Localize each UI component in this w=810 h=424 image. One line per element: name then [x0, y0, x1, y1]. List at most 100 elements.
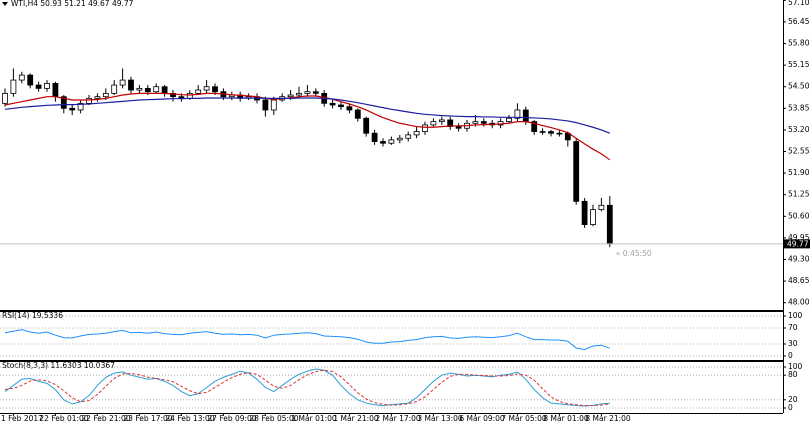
y-tick-label: 48.65 [788, 276, 810, 285]
x-tick-label: 8 Mar 01:00 [543, 414, 589, 423]
chart-title: WTI,H4 50.93 51.21 49.67 49.77 [11, 0, 134, 8]
candle-body [396, 137, 403, 141]
x-tick-label: 23 Feb 17:00 [123, 414, 172, 423]
x-tick-label: 8 Mar 21:00 [585, 414, 631, 423]
x-tick-label: 28 Feb 05:00 [249, 414, 298, 423]
candle-body [388, 139, 395, 144]
candle-body [153, 86, 160, 93]
y-tick-label: 54.50 [788, 82, 810, 91]
candle-body [27, 74, 34, 86]
y-tick-label: 20 [788, 395, 798, 404]
x-tick-label: 6 Mar 09:00 [459, 414, 505, 423]
y-tick-label: 55.15 [788, 60, 810, 69]
candle-body [371, 132, 378, 142]
candle-body [405, 134, 412, 139]
bar-timer: « 0:45:50 [616, 249, 652, 258]
candle-body [161, 86, 168, 94]
candle-body [522, 109, 529, 123]
y-tick-label: 100 [788, 311, 803, 320]
candle-body [556, 132, 563, 135]
x-tick-label: 1 Mar 21:00 [333, 414, 379, 423]
candle-body [186, 92, 193, 99]
candle-body [447, 119, 454, 127]
candle-body [581, 200, 588, 226]
y-tick-label: 0 [788, 403, 793, 412]
indicator-line [4, 329, 610, 351]
x-tick-label: 27 Feb 09:00 [207, 414, 256, 423]
moving-average [4, 92, 611, 161]
indicator-title: RSI(14) 19.5336 [2, 311, 63, 320]
candle-body [430, 121, 437, 126]
candle-body [606, 204, 613, 245]
indicator-title: Stoch(8,3,3) 11.6303 10.0367 [2, 361, 115, 370]
moving-average [4, 97, 611, 134]
candle-body [52, 82, 59, 98]
candle-body [573, 141, 580, 202]
x-tick-label: 2 Mar 17:00 [375, 414, 421, 423]
y-tick-label: 53.85 [788, 103, 810, 112]
candle-body [94, 96, 101, 99]
indicator-line [4, 369, 610, 407]
y-tick-label: 80 [788, 370, 798, 379]
candle-body [18, 74, 25, 81]
candle-body [296, 92, 302, 96]
candle-body [144, 87, 151, 93]
candle-body [531, 121, 538, 132]
x-tick-label: 22 Feb 21:00 [81, 414, 130, 423]
menu-icon [2, 2, 8, 6]
candle-body [203, 86, 210, 91]
y-tick-label: 48.00 [788, 298, 810, 307]
candle-body [598, 204, 605, 211]
y-tick-label: 52.55 [788, 147, 810, 156]
candle-body [438, 119, 445, 123]
y-tick-label: 53.20 [788, 125, 810, 134]
x-tick-label: 7 Mar 05:00 [501, 414, 547, 423]
candle-body [380, 141, 386, 144]
x-tick-label: 1 Mar 01:00 [291, 414, 337, 423]
candle-body [195, 89, 202, 94]
last-price-label: 49.77 [787, 239, 809, 248]
x-tick-label: 22 Feb 01:00 [39, 414, 88, 423]
y-tick-label: 49.95 [788, 233, 810, 242]
candle-body [590, 209, 596, 226]
candle-body [455, 126, 462, 129]
y-tick-label: 57.10 [788, 0, 810, 7]
last-price-box [784, 239, 810, 249]
candle-body [506, 117, 512, 123]
candle-body [548, 131, 554, 134]
y-tick-label: 100 [788, 362, 803, 371]
candle-body [10, 79, 17, 94]
candle-body [212, 86, 218, 93]
candle-body [354, 109, 361, 119]
candle-body [287, 94, 294, 98]
candle-body [128, 79, 134, 91]
candle-body [44, 82, 50, 89]
candle-body [102, 92, 109, 98]
candle-body [472, 121, 479, 124]
x-tick-label: 24 Feb 13:00 [165, 414, 214, 423]
y-tick-label: 55.80 [788, 39, 810, 48]
candle-body [262, 99, 269, 111]
y-tick-label: 30 [788, 339, 798, 348]
candle-body [60, 96, 67, 109]
x-tick-label: 3 Mar 13:00 [417, 414, 463, 423]
candle-body [480, 121, 487, 124]
candle-body [539, 131, 546, 133]
candle-body [77, 102, 84, 111]
y-tick-label: 70 [788, 323, 798, 332]
indicator-line [4, 368, 610, 407]
candle-body [312, 91, 319, 94]
candle-body [86, 97, 92, 104]
candle-body [170, 92, 176, 98]
candle-body [304, 91, 311, 94]
y-tick-label: 51.90 [788, 168, 810, 177]
x-tick-label: 1 Feb 2017 [1, 414, 43, 423]
candle-body [363, 117, 370, 134]
candle-body [270, 99, 277, 111]
candle-body [136, 87, 143, 91]
candle-body [111, 84, 118, 94]
candle-body [329, 102, 336, 106]
y-tick-label: 0 [788, 351, 793, 360]
